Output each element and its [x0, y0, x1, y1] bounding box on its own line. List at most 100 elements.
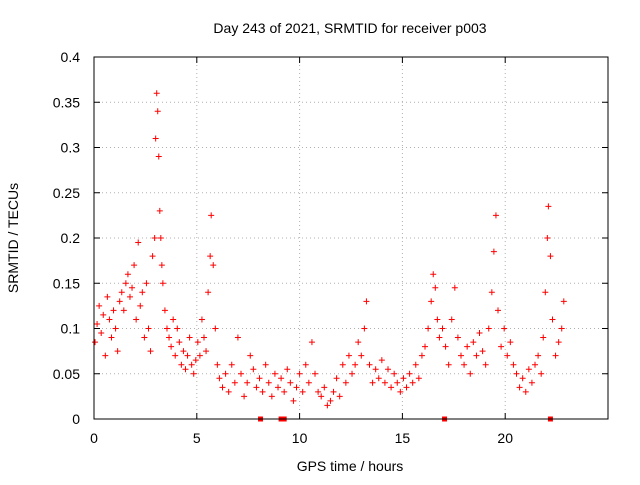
data-point: [560, 298, 567, 305]
data-point: [495, 307, 502, 314]
data-point: [330, 388, 337, 395]
data-point: [225, 388, 232, 395]
data-point: [228, 361, 235, 368]
data-point: [308, 339, 315, 346]
data-point: [479, 348, 486, 355]
data-point: [259, 388, 266, 395]
data-point: [238, 370, 245, 377]
data-point: [222, 370, 229, 377]
data-point: [182, 366, 189, 373]
data-point: [178, 361, 185, 368]
data-point: [241, 393, 248, 400]
data-point: [488, 289, 495, 296]
data-point: [532, 361, 539, 368]
data-point: [540, 334, 547, 341]
data-point: [200, 334, 207, 341]
data-point: [170, 316, 177, 323]
data-point: [104, 293, 111, 300]
data-point: [190, 370, 197, 377]
data-point: [271, 370, 278, 377]
data-point: [210, 262, 217, 269]
data-point: [131, 262, 138, 269]
data-point: [432, 284, 439, 291]
data-point: [525, 366, 532, 373]
data-point: [519, 375, 526, 382]
data-point: [547, 253, 554, 260]
data-point: [363, 298, 370, 305]
data-point: [445, 361, 452, 368]
data-point: [174, 325, 181, 332]
data-point: [492, 212, 499, 219]
data-point: [122, 280, 129, 287]
data-point: [535, 352, 542, 359]
data-point: [425, 325, 432, 332]
data-point: [203, 348, 210, 355]
data-point: [451, 284, 458, 291]
data-point: [98, 330, 105, 337]
data-point: [172, 352, 179, 359]
data-point: [464, 343, 471, 350]
data-point: [290, 397, 297, 404]
data-point: [349, 370, 356, 377]
data-point: [315, 388, 322, 395]
data-point: [299, 388, 306, 395]
data-point: [194, 339, 201, 346]
data-point: [163, 325, 170, 332]
data-point: [133, 316, 140, 323]
data-point: [108, 334, 115, 341]
data-point: [96, 302, 103, 309]
data-point: [528, 379, 535, 386]
data-point: [327, 397, 334, 404]
data-point: [442, 343, 449, 350]
data-point: [293, 384, 300, 391]
data-point: [205, 289, 212, 296]
data-point: [296, 370, 303, 377]
data-point: [369, 379, 376, 386]
data-point: [216, 375, 223, 382]
data-point: [342, 379, 349, 386]
data-point: [212, 325, 219, 332]
data-point: [137, 302, 144, 309]
data-point: [155, 153, 162, 160]
data-point: [538, 370, 545, 377]
data-point: [188, 361, 195, 368]
data-point: [434, 316, 441, 323]
data-point: [253, 384, 260, 391]
data-point: [415, 375, 422, 382]
data-point: [124, 271, 131, 278]
chart-title: Day 243 of 2021, SRMTID for receiver p00…: [213, 20, 486, 36]
data-point: [345, 352, 352, 359]
data-point: [381, 379, 388, 386]
data-point: [388, 384, 395, 391]
data-point: [106, 316, 113, 323]
y-tick-label: 0.05: [53, 366, 80, 382]
data-point: [250, 366, 257, 373]
data-point: [418, 352, 425, 359]
data-point: [378, 357, 385, 364]
data-point: [321, 384, 328, 391]
data-point: [157, 235, 164, 241]
data-point: [141, 334, 148, 341]
y-tick-label: 0.2: [61, 230, 81, 246]
data-point: [120, 307, 127, 314]
data-point: [400, 375, 407, 382]
data-point: [558, 325, 565, 332]
data-point: [234, 334, 241, 341]
data-point: [207, 253, 214, 260]
data-point: [156, 207, 163, 214]
data-point: [247, 352, 254, 359]
data-point: [214, 361, 221, 368]
data-point: [510, 361, 517, 368]
data-point: [490, 248, 497, 255]
data-point: [422, 343, 429, 350]
x-tick-label: 10: [292, 430, 308, 446]
data-point: [275, 384, 282, 391]
data-point: [147, 348, 154, 355]
data-point: [473, 352, 480, 359]
data-point: [168, 343, 175, 350]
data-point: [552, 352, 559, 359]
data-point: [461, 361, 468, 368]
data-point: [158, 262, 165, 269]
